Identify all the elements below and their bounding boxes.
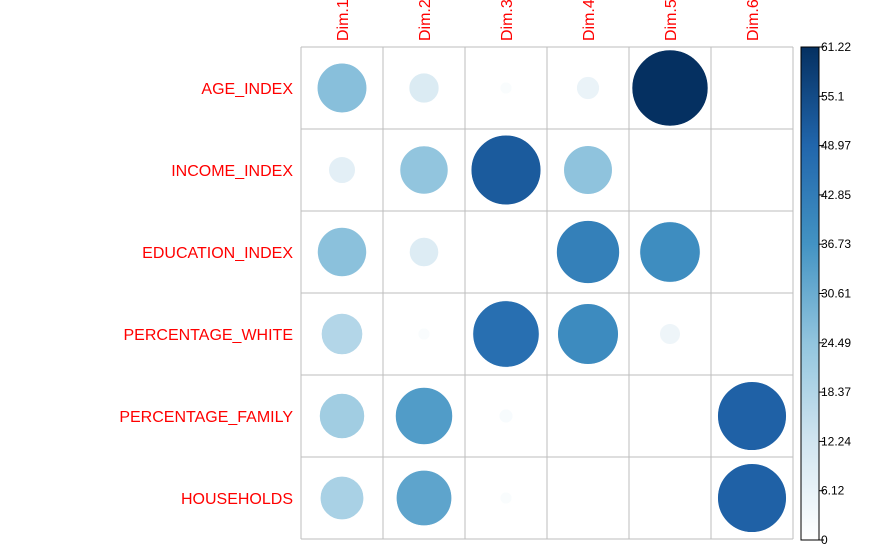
column-label: Dim.6 [745,0,762,41]
colorbar-tick-label: 6.12 [821,484,845,498]
cell-circle [321,313,363,355]
cell-circle [556,220,620,284]
column-label: Dim.5 [663,0,680,41]
row-label: PERCENTAGE_FAMILY [119,409,293,426]
cell-circle [317,227,367,277]
cell-circle [328,156,356,184]
colorbar-tick-label: 55.1 [821,89,845,103]
column-label: Dim.3 [499,0,516,41]
cell-circle [498,408,514,424]
row-label: AGE_INDEX [201,81,293,98]
cell-circle [576,76,600,100]
cell-circle [563,145,613,195]
colorbar-tick-label: 42.85 [821,188,851,202]
cell-circle [409,237,439,267]
cell-circle [717,463,787,533]
colorbar-tick-label: 61.22 [821,40,851,54]
cell-circle [499,491,513,505]
cell-circle [659,323,681,345]
cell-circle [717,381,787,451]
cell-circle [319,475,365,521]
column-label: Dim.4 [581,0,598,41]
cell-circle [395,387,453,445]
row-label: INCOME_INDEX [171,163,293,180]
column-label: Dim.1 [335,0,352,41]
colorbar-tick-label: 12.24 [821,434,851,448]
cell-circle [470,134,542,206]
row-label: EDUCATION_INDEX [142,245,293,262]
cell-circle [639,221,701,283]
row-label: HOUSEHOLDS [181,491,293,508]
cell-circle [396,470,452,526]
cell-circle [499,81,513,95]
cell-circle [399,145,449,195]
colorbar-tick-label: 36.73 [821,237,851,251]
cell-circle [557,303,619,365]
cell-circle [472,300,540,368]
colorbar-tick-label: 48.97 [821,139,851,153]
colorbar-tick-label: 18.37 [821,385,851,399]
row-label: PERCENTAGE_WHITE [124,327,294,344]
colorbar-tick-label: 24.49 [821,336,851,350]
colorbar [800,46,820,541]
cell-circle [417,327,431,341]
cell-circle [631,49,709,127]
cell-circle [319,393,365,439]
cell-circle [316,62,368,114]
cell-circle [408,72,440,104]
colorbar-tick-label: 0 [821,533,828,547]
column-label: Dim.2 [417,0,434,41]
colorbar-tick-label: 30.61 [821,287,851,301]
